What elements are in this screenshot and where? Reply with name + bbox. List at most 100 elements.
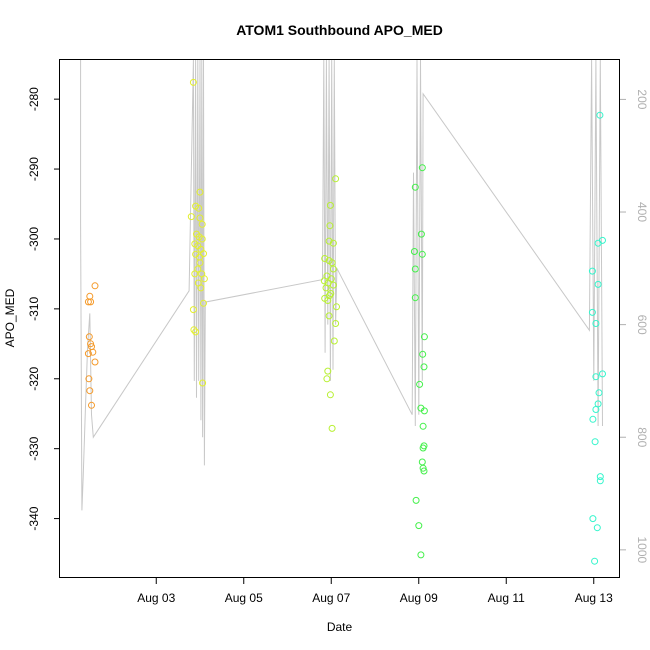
data-point	[592, 406, 600, 413]
data-point	[189, 306, 197, 314]
data-point	[418, 250, 426, 258]
data-point	[416, 380, 424, 388]
data-point	[191, 270, 199, 278]
data-point	[332, 320, 340, 327]
data-point	[200, 299, 207, 307]
depth-trace-line	[80, 59, 603, 511]
data-point	[198, 235, 206, 243]
data-point	[187, 213, 195, 221]
x-tick-label: Aug 11	[488, 591, 525, 605]
y-axis-label: APO_MED	[3, 288, 17, 347]
data-point	[596, 473, 604, 481]
data-point	[411, 183, 419, 191]
data-point	[192, 328, 200, 336]
plot-frame	[59, 59, 620, 578]
data-points-layer	[84, 78, 606, 565]
data-point	[197, 284, 205, 292]
data-point	[196, 214, 204, 222]
data-point	[91, 358, 99, 366]
data-point	[329, 239, 337, 247]
data-point	[593, 524, 601, 532]
data-point	[86, 387, 94, 395]
data-point	[410, 248, 418, 255]
data-point	[419, 422, 427, 430]
data-point	[589, 415, 597, 423]
data-point	[591, 438, 599, 446]
depth-trace-layer	[80, 59, 603, 511]
data-point	[328, 259, 336, 267]
data-point	[596, 111, 604, 119]
data-point	[86, 292, 94, 300]
data-point	[85, 375, 93, 383]
data-point	[332, 175, 340, 183]
data-point	[194, 265, 202, 273]
data-point	[324, 367, 332, 375]
data-point	[594, 239, 602, 247]
data-point	[330, 337, 338, 345]
x-tick-label: Aug 13	[575, 591, 613, 605]
data-point	[196, 259, 204, 267]
data-point	[321, 255, 329, 262]
y2-tick-label: 400	[635, 202, 649, 222]
data-point	[417, 230, 425, 238]
data-point	[419, 350, 427, 358]
data-point	[333, 303, 340, 311]
y2-tick-label: 600	[635, 315, 649, 335]
data-point	[87, 340, 95, 348]
data-point	[599, 236, 606, 244]
data-point	[199, 379, 207, 387]
y-axis-right: 200 400 600 800 1000	[620, 89, 649, 564]
data-point	[323, 375, 331, 383]
data-point	[84, 350, 92, 358]
y-axis: -280 -290 -300 -310 -320 -330 -340	[27, 87, 60, 531]
data-point	[190, 326, 198, 334]
data-point	[591, 557, 599, 565]
y-tick-label: -340	[27, 506, 41, 530]
data-point	[325, 312, 333, 320]
data-point	[195, 204, 203, 212]
data-point	[420, 407, 428, 415]
data-point	[588, 267, 596, 275]
data-point	[420, 333, 428, 341]
data-point	[91, 282, 99, 290]
data-point	[326, 222, 334, 230]
data-point	[198, 220, 206, 228]
y-tick-label: -300	[27, 227, 41, 251]
y2-tick-label: 1000	[635, 536, 649, 563]
data-point	[326, 391, 334, 399]
data-point	[419, 444, 427, 452]
chart-title: ATOM1 Southbound APO_MED	[236, 22, 443, 38]
data-point	[595, 389, 603, 397]
data-point	[420, 363, 428, 371]
data-point	[588, 308, 596, 316]
y-tick-label: -310	[27, 297, 41, 321]
x-axis: Aug 03 Aug 05 Aug 07 Aug 09 Aug 11 Aug 13	[137, 578, 613, 605]
data-point	[415, 522, 423, 530]
data-point	[329, 265, 337, 273]
data-point	[200, 250, 207, 258]
y-tick-label: -330	[27, 436, 41, 460]
data-point	[412, 496, 420, 504]
y2-tick-label: 200	[635, 89, 649, 109]
data-point	[592, 320, 600, 327]
data-point	[592, 373, 600, 381]
data-point	[87, 298, 95, 306]
data-point	[329, 281, 337, 289]
y-tick-label: -280	[27, 87, 41, 111]
x-tick-label: Aug 09	[400, 591, 438, 605]
data-point	[322, 284, 330, 292]
data-point	[85, 333, 93, 341]
data-point	[89, 348, 97, 356]
data-point	[411, 294, 419, 302]
data-point	[325, 237, 333, 245]
data-point	[594, 280, 602, 288]
data-point	[420, 467, 428, 475]
x-axis-label: Date	[327, 620, 353, 634]
x-tick-label: Aug 07	[312, 591, 350, 605]
data-point	[596, 477, 604, 485]
y-tick-label: -320	[27, 366, 41, 390]
data-point	[589, 515, 597, 523]
data-point	[411, 265, 419, 273]
data-point	[417, 551, 425, 559]
